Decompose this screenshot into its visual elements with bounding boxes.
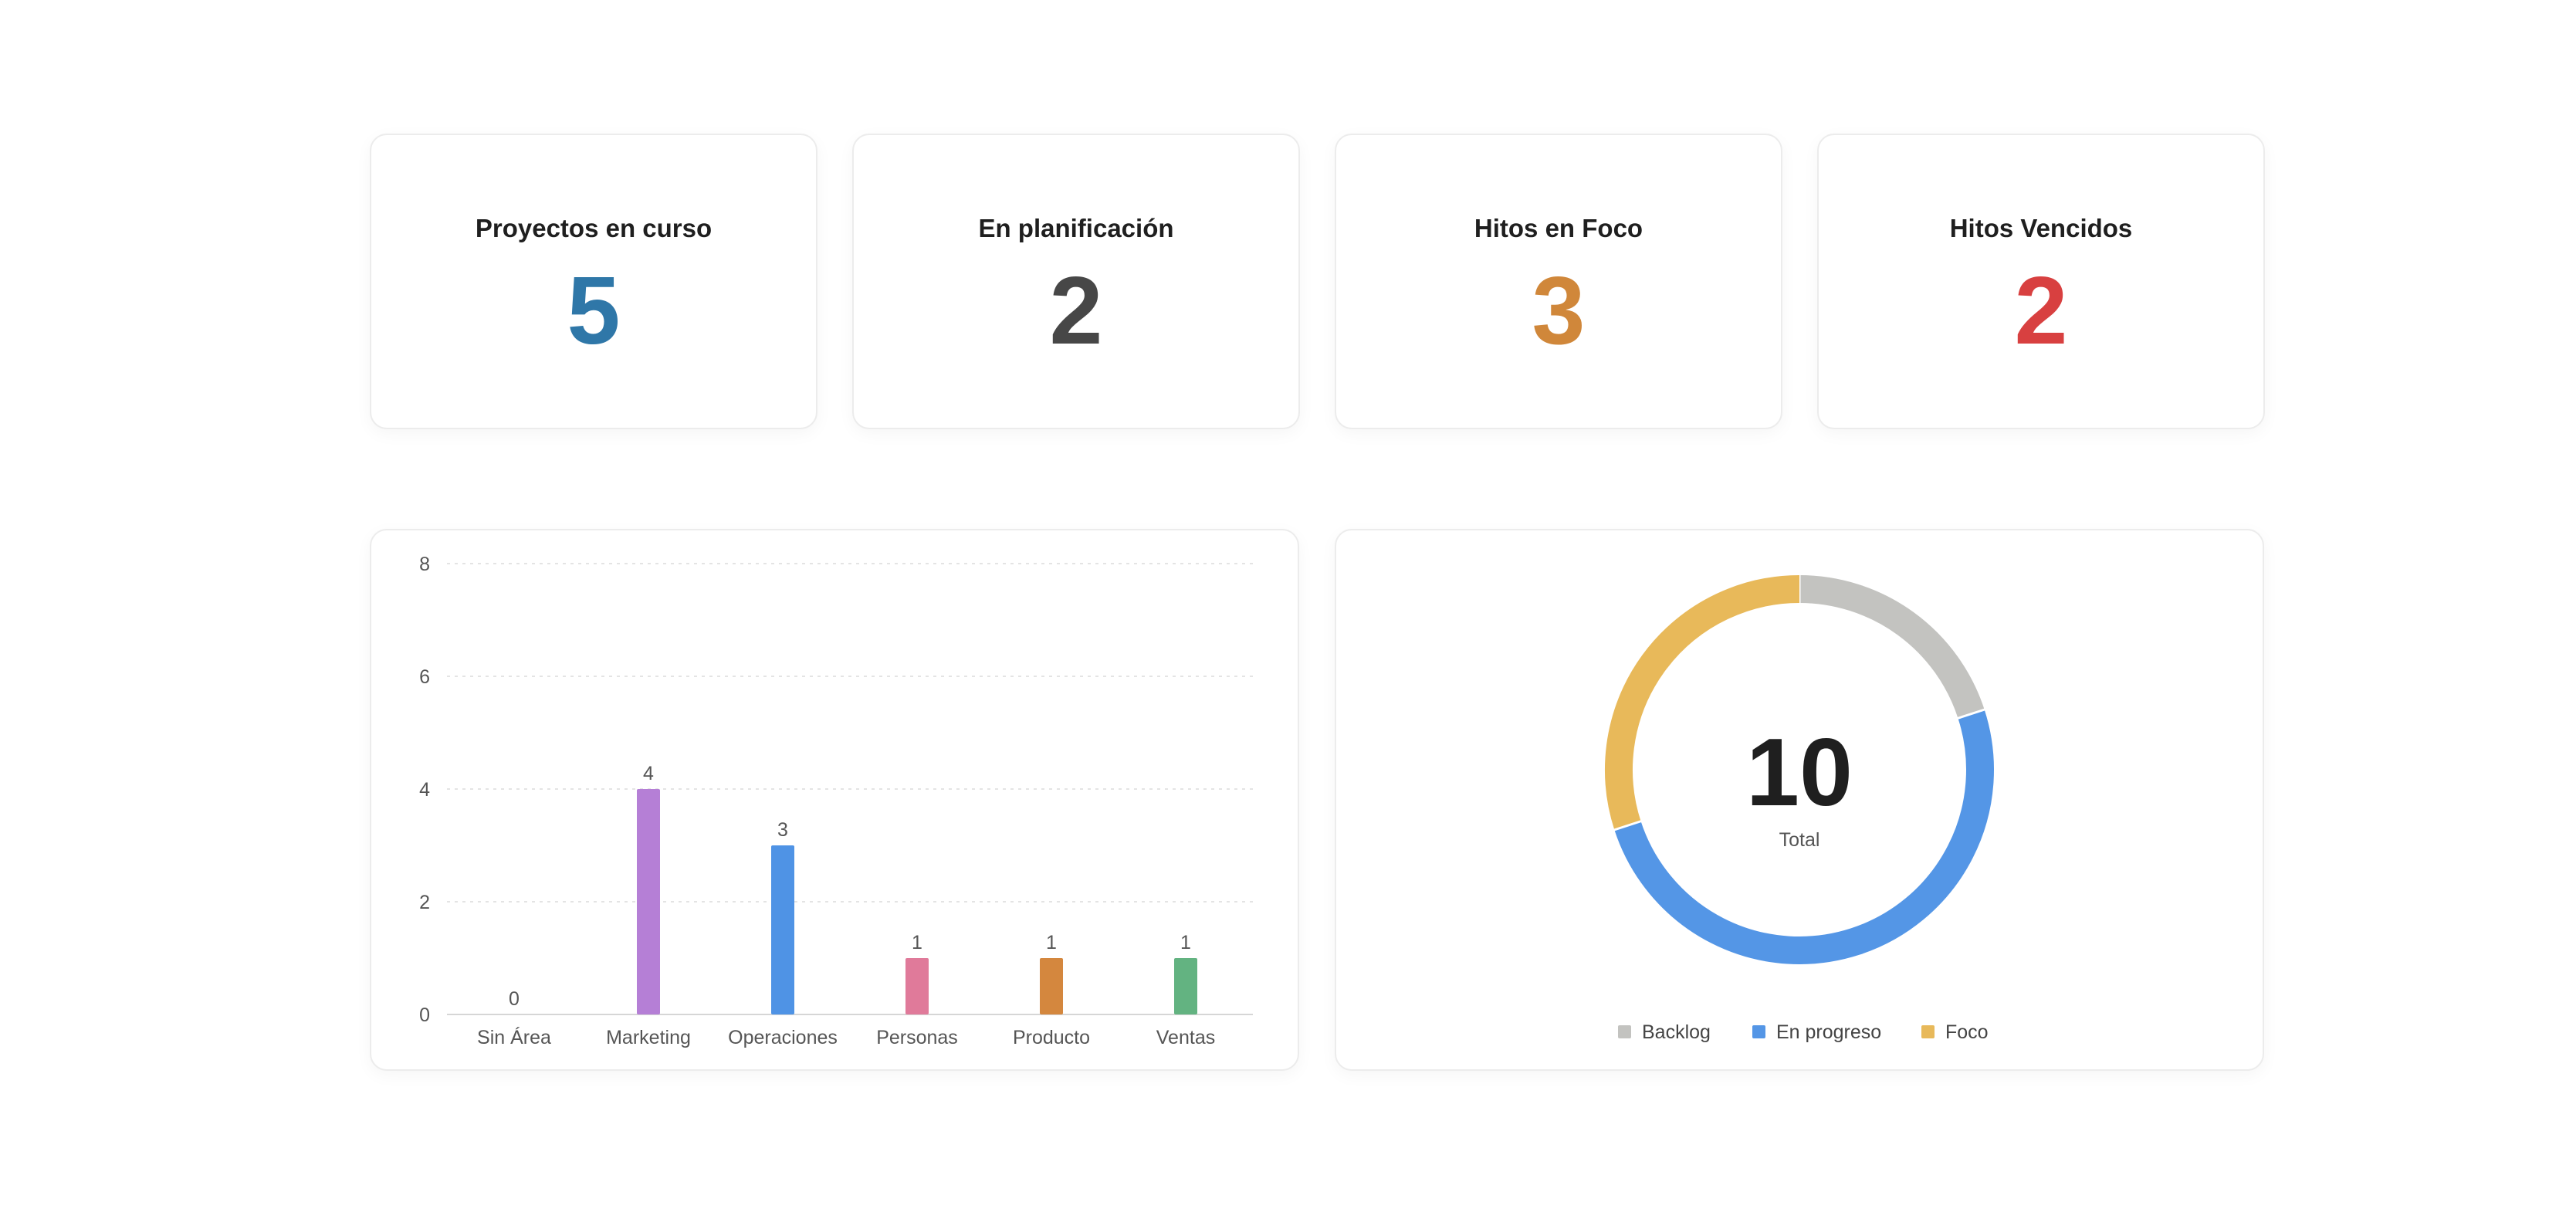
bar-producto [1040,958,1063,1014]
legend-swatch [1921,1025,1935,1038]
bar-value-label: 1 [1046,932,1057,953]
bar-value-label: 0 [509,988,520,1010]
bar-value-label: 3 [777,819,788,841]
bar-ventas [1174,958,1197,1014]
slice-separator [1612,819,1643,831]
stat-label: Hitos Vencidos [1949,214,2133,242]
donut-total-label: Total [1779,829,1820,851]
stat-label: En planificación [978,214,1174,242]
y-tick-label: 0 [419,1004,430,1026]
legend-swatch [1752,1025,1765,1038]
x-tick-label: Marketing [606,1027,691,1048]
bar-value-label: 4 [643,763,654,784]
legend-label: Backlog [1642,1021,1711,1043]
bar-value-label: 1 [912,932,922,953]
x-tick-label: Operaciones [728,1027,838,1048]
donut-chart: 10 Total Backlog En progreso Foco [1605,574,1994,1043]
donut-slice-backlog [1799,575,1985,719]
donut-slice-en-progreso [1614,710,1994,964]
stat-value: 5 [567,258,621,364]
legend-label: Foco [1945,1021,1989,1043]
legend-label: En progreso [1776,1021,1881,1043]
y-tick-label: 6 [419,666,430,688]
legend-swatch [1618,1025,1631,1038]
stat-label: Hitos en Foco [1474,214,1643,242]
x-tick-label: Sin Área [477,1026,551,1048]
donut-chart-card: 10 Total Backlog En progreso Foco [1335,529,2264,1071]
stat-value: 2 [2014,258,2068,364]
x-tick-label: Producto [1013,1027,1090,1048]
x-tick-label: Personas [876,1027,958,1048]
bar-chart-card: 0 2 4 6 8 0 Sin Área 4 Marketing 3 Operaciones 1 Per… [370,529,1299,1071]
x-tick-label: Ventas [1156,1027,1215,1048]
stat-card-proyectos-en-curso: Proyectos en curso 5 [370,134,817,429]
donut-slice-foco [1605,575,1800,830]
stat-value: 3 [1532,258,1586,364]
bar-value-label: 1 [1180,932,1191,953]
stat-label: Proyectos en curso [475,214,713,242]
bar-operaciones [771,845,794,1014]
bar-marketing [637,789,660,1014]
donut-total-value: 10 [1746,720,1853,826]
y-tick-label: 2 [419,892,430,913]
stat-card-hitos-vencidos: Hitos Vencidos 2 [1817,134,2265,429]
y-tick-label: 8 [419,554,430,575]
stat-card-en-planificacion: En planificación 2 [852,134,1300,429]
bar-chart: 0 2 4 6 8 0 Sin Área 4 Marketing 3 Operaciones 1 Per… [419,554,1253,1048]
bar-personas [905,958,929,1014]
slice-separator [1956,708,1987,720]
stat-value: 2 [1049,258,1103,364]
y-tick-label: 4 [419,779,430,801]
stat-card-hitos-en-foco: Hitos en Foco 3 [1335,134,1782,429]
